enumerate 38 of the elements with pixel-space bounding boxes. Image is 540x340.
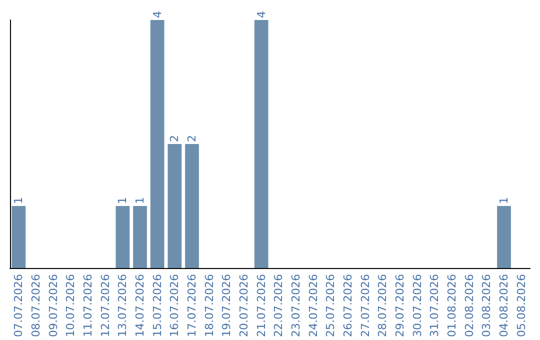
x-tick-label: 28.07.2026	[376, 274, 390, 338]
x-tick-label: 31.07.2026	[428, 274, 442, 338]
x-tick-label: 15.07.2026	[150, 274, 164, 338]
x-tick-label: 25.07.2026	[324, 274, 338, 338]
data-label: 1	[12, 197, 26, 204]
x-tick-label: 07.07.2026	[12, 274, 26, 338]
x-tick-label: 11.07.2026	[82, 274, 94, 338]
data-label: 4	[254, 11, 268, 18]
x-tick-label: 19.07.2026	[220, 274, 234, 338]
data-label: 2	[186, 135, 198, 142]
x-tick-label: 21.07.2026	[254, 274, 268, 338]
x-tick-label: 18.07.2026	[202, 274, 216, 338]
x-tick-label: 02.08.2026	[462, 274, 476, 338]
x-tick-label: 12.07.2026	[98, 274, 112, 338]
x-tick-label: 04.08.2026	[498, 274, 510, 338]
x-tick-label: 03.08.2026	[480, 274, 494, 338]
x-tick-label: 23.07.2026	[290, 274, 302, 338]
x-tick-label: 27.07.2026	[358, 274, 372, 338]
data-label: 2	[168, 135, 182, 142]
x-tick-label: 14.07.2026	[134, 274, 146, 338]
data-label: 1	[134, 197, 146, 204]
x-tick-label: 30.07.2026	[410, 274, 424, 338]
x-tick-label: 09.07.2026	[46, 274, 60, 338]
data-label: 1	[498, 197, 510, 204]
x-tick-label: 20.07.2026	[238, 274, 250, 338]
x-tick-label: 10.07.2026	[64, 274, 78, 338]
x-tick-label: 22.07.2026	[272, 274, 286, 338]
x-tick-label: 29.07.2026	[394, 274, 406, 338]
x-tick-label: 05.08.2026	[514, 274, 528, 338]
x-tick-label: 08.07.2026	[30, 274, 42, 338]
x-tick-label: 17.07.2026	[186, 274, 198, 338]
x-tick-label: 01.08.2026	[446, 274, 458, 338]
x-tick-label: 26.07.2026	[342, 274, 354, 338]
x-tick-label: 16.07.2026	[168, 274, 182, 338]
x-tick-label: 13.07.2026	[116, 274, 130, 338]
data-label: 1	[116, 197, 130, 204]
x-tick-label: 24.07.2026	[306, 274, 320, 338]
data-label: 4	[150, 11, 164, 18]
